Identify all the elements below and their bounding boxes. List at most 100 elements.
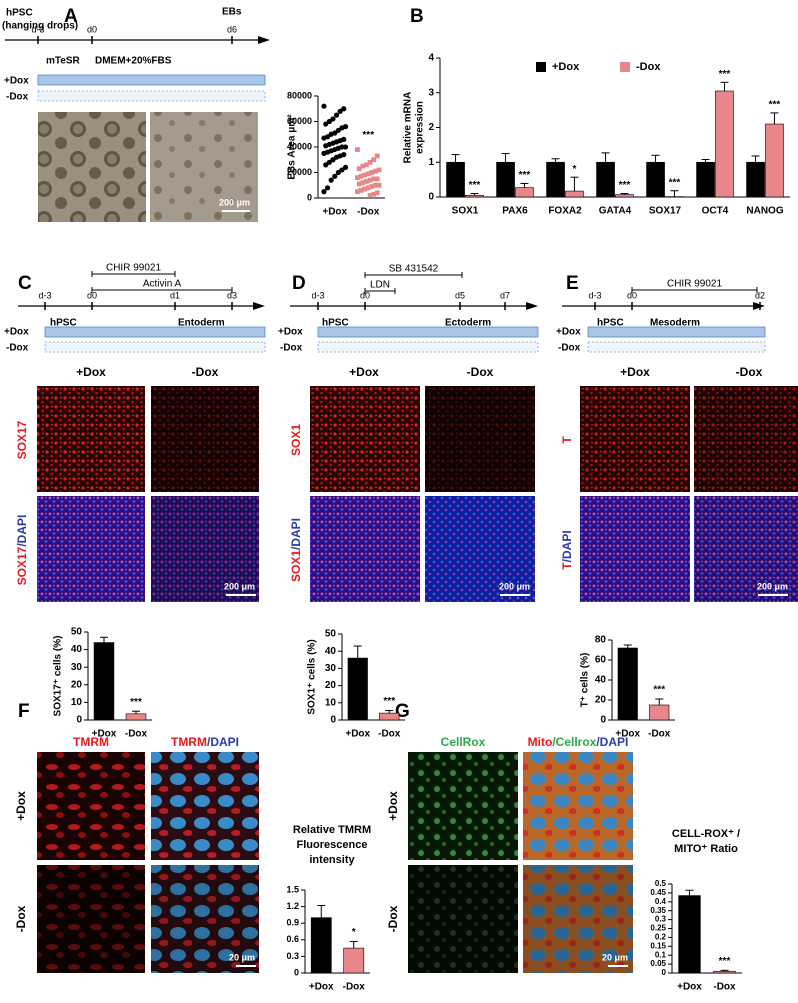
data-point (321, 189, 327, 195)
micrograph (150, 112, 258, 222)
micrograph (408, 865, 518, 973)
y-tick-label: 0.15 (650, 941, 666, 950)
panel-label: A (64, 6, 78, 27)
y-tick-label: 0.05 (650, 959, 666, 968)
bar (765, 123, 784, 198)
timeline-label: Entoderm (178, 318, 225, 329)
x-tick-label: -Dox (378, 729, 401, 740)
micrograph (408, 752, 518, 860)
day-label: d-3 (31, 24, 44, 34)
day-label: d0 (87, 290, 97, 300)
data-point (324, 185, 331, 191)
y-tick-label: 0.25 (650, 924, 666, 933)
x-tick-label: -Dox (125, 729, 148, 740)
label-part: SOX17 (15, 420, 29, 459)
bar (310, 917, 332, 974)
scale-bar-label: 200 μm (219, 197, 250, 207)
column-label: +Dox (76, 365, 106, 379)
significance: *** (719, 956, 731, 967)
micrograph (38, 112, 146, 222)
y-tick-label: 0 (294, 967, 299, 977)
data-point (360, 180, 366, 186)
treatment-label: CHIR 99021 (667, 279, 722, 290)
y-tick-label: 0 (428, 192, 434, 203)
timeline-arrow (753, 302, 765, 310)
data-point (328, 177, 334, 183)
significance: *** (130, 697, 142, 708)
label-part: +Dox (76, 365, 106, 379)
y-tick-label: 80000 (287, 90, 312, 100)
chart-title: Relative TMRM (293, 824, 371, 836)
panel-label: B (410, 6, 424, 27)
scale-bar-label: 20 μm (602, 952, 628, 962)
data-point (341, 106, 347, 112)
column-label: CellRox (441, 735, 486, 749)
data-point (367, 177, 373, 183)
day-label: d3 (227, 290, 237, 300)
data-point (371, 191, 377, 197)
data-point (374, 153, 380, 159)
micrograph (151, 386, 259, 492)
error-bar (720, 969, 729, 972)
x-tick-label: -Dox (343, 982, 366, 993)
y-tick-label: 50 (71, 627, 83, 638)
micrograph (580, 496, 690, 602)
data-point (358, 173, 364, 179)
timeline-label: Mesoderm (650, 318, 700, 329)
timeline-label: hPSC (322, 318, 349, 329)
x-tick-label: +Dox (615, 729, 640, 740)
label-part: /DAPI (207, 735, 239, 749)
significance: *** (769, 100, 781, 111)
micrograph (523, 865, 633, 973)
y-tick-label: 0.35 (650, 906, 666, 915)
timeline-label: DMEM+20%FBS (95, 56, 172, 67)
bar (347, 657, 368, 721)
column-label: -Dox (192, 365, 219, 379)
label-part: -Dox (467, 365, 494, 379)
error-bar (132, 710, 140, 714)
label-part: -Dox (736, 365, 763, 379)
timeline-label: +Dox (4, 327, 29, 338)
label-part: /DAPI (289, 518, 303, 550)
data-point (342, 164, 349, 170)
data-point (335, 127, 341, 134)
data-point (337, 108, 343, 114)
label-part: -Dox (386, 905, 400, 932)
y-tick-label: 10 (71, 697, 83, 708)
condition-bar-dashed (37, 90, 266, 102)
bar (746, 161, 765, 198)
data-point (335, 169, 341, 176)
micrograph (310, 496, 420, 602)
condition-bar (317, 326, 539, 338)
x-tick-label: +Dox (345, 729, 370, 740)
bar (649, 704, 670, 721)
error-bar (770, 112, 779, 125)
label-part: /DAPI (596, 735, 628, 749)
data-point (360, 163, 366, 169)
micrograph (37, 496, 145, 602)
error-bar (501, 153, 510, 163)
timeline-label: (hanging drops) (2, 21, 78, 32)
legend-swatch (536, 62, 546, 72)
error-bar (685, 889, 694, 896)
timeline-label: hPSC (50, 318, 77, 329)
x-tick-label: -Dox (357, 207, 380, 218)
error-bar (470, 193, 479, 196)
bar (646, 161, 665, 198)
error-bar (720, 81, 729, 92)
legend-swatch (620, 62, 630, 72)
data-point (362, 186, 368, 192)
label-part: SOX1 (289, 550, 303, 582)
data-point (358, 187, 364, 193)
bar (93, 642, 115, 721)
y-tick-label: 20000 (287, 167, 312, 177)
y-axis-label: SOX17⁺ cells (%) (53, 636, 64, 717)
data-point (326, 118, 332, 125)
data-point (362, 172, 368, 178)
data-point (339, 125, 345, 131)
treatment-label: Activin A (143, 279, 182, 290)
treatment-label: CHIR 99021 (106, 263, 161, 274)
y-tick-label: 40 (71, 644, 83, 655)
panel-label: E (566, 273, 579, 294)
